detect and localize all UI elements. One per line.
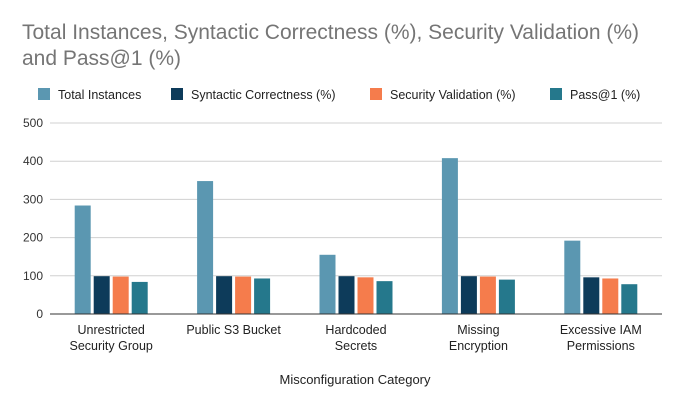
bar bbox=[254, 278, 271, 314]
y-tick-label: 100 bbox=[23, 269, 43, 283]
bar bbox=[319, 254, 336, 314]
bar bbox=[441, 158, 458, 314]
x-tick-label: Security Group bbox=[70, 339, 153, 353]
y-tick-label: 0 bbox=[36, 307, 43, 321]
bar bbox=[498, 279, 515, 314]
x-tick-label: Missing bbox=[457, 323, 499, 337]
bar bbox=[93, 276, 110, 314]
legend-label: Security Validation (%) bbox=[390, 88, 516, 102]
bar bbox=[112, 276, 129, 314]
bar bbox=[621, 284, 638, 314]
x-tick-label: Hardcoded bbox=[325, 323, 386, 337]
bar bbox=[479, 276, 496, 314]
legend-label: Total Instances bbox=[58, 88, 141, 102]
bar bbox=[357, 277, 374, 314]
bar bbox=[602, 278, 619, 314]
y-tick-label: 200 bbox=[23, 231, 43, 245]
gridlines: 0 100 200 300 400 500 bbox=[23, 116, 662, 321]
legend: Total Instances Syntactic Correctness (%)… bbox=[38, 88, 640, 102]
legend-swatch bbox=[171, 88, 183, 100]
x-tick-label: Secrets bbox=[335, 339, 377, 353]
y-tick-label: 400 bbox=[23, 154, 43, 168]
y-tick-label: 500 bbox=[23, 116, 43, 130]
bar bbox=[564, 240, 581, 314]
bar bbox=[338, 276, 355, 314]
bar bbox=[460, 276, 477, 314]
bar bbox=[131, 281, 148, 314]
x-tick-label: Permissions bbox=[567, 339, 635, 353]
bar bbox=[235, 276, 252, 314]
legend-swatch bbox=[38, 88, 50, 100]
x-tick-label: Unrestricted bbox=[78, 323, 145, 337]
bar bbox=[216, 276, 233, 314]
x-tick-label: Public S3 Bucket bbox=[186, 323, 281, 337]
x-axis-labels: Unrestricted Security Group Public S3 Buck… bbox=[70, 323, 642, 353]
x-tick-label: Encryption bbox=[449, 339, 508, 353]
legend-label: Syntactic Correctness (%) bbox=[191, 88, 335, 102]
legend-swatch bbox=[370, 88, 382, 100]
x-axis-title: Misconfiguration Category bbox=[279, 372, 431, 387]
bar bbox=[376, 281, 393, 314]
chart-title: Total Instances, Syntactic Correctness (… bbox=[22, 21, 640, 70]
x-tick-label: Excessive IAM bbox=[560, 323, 642, 337]
bars bbox=[50, 158, 662, 315]
bar bbox=[583, 277, 600, 314]
y-tick-label: 300 bbox=[23, 192, 43, 206]
legend-swatch bbox=[550, 88, 562, 100]
bar bbox=[74, 205, 91, 314]
legend-label: Pass@1 (%) bbox=[570, 88, 640, 102]
bar bbox=[197, 181, 214, 314]
